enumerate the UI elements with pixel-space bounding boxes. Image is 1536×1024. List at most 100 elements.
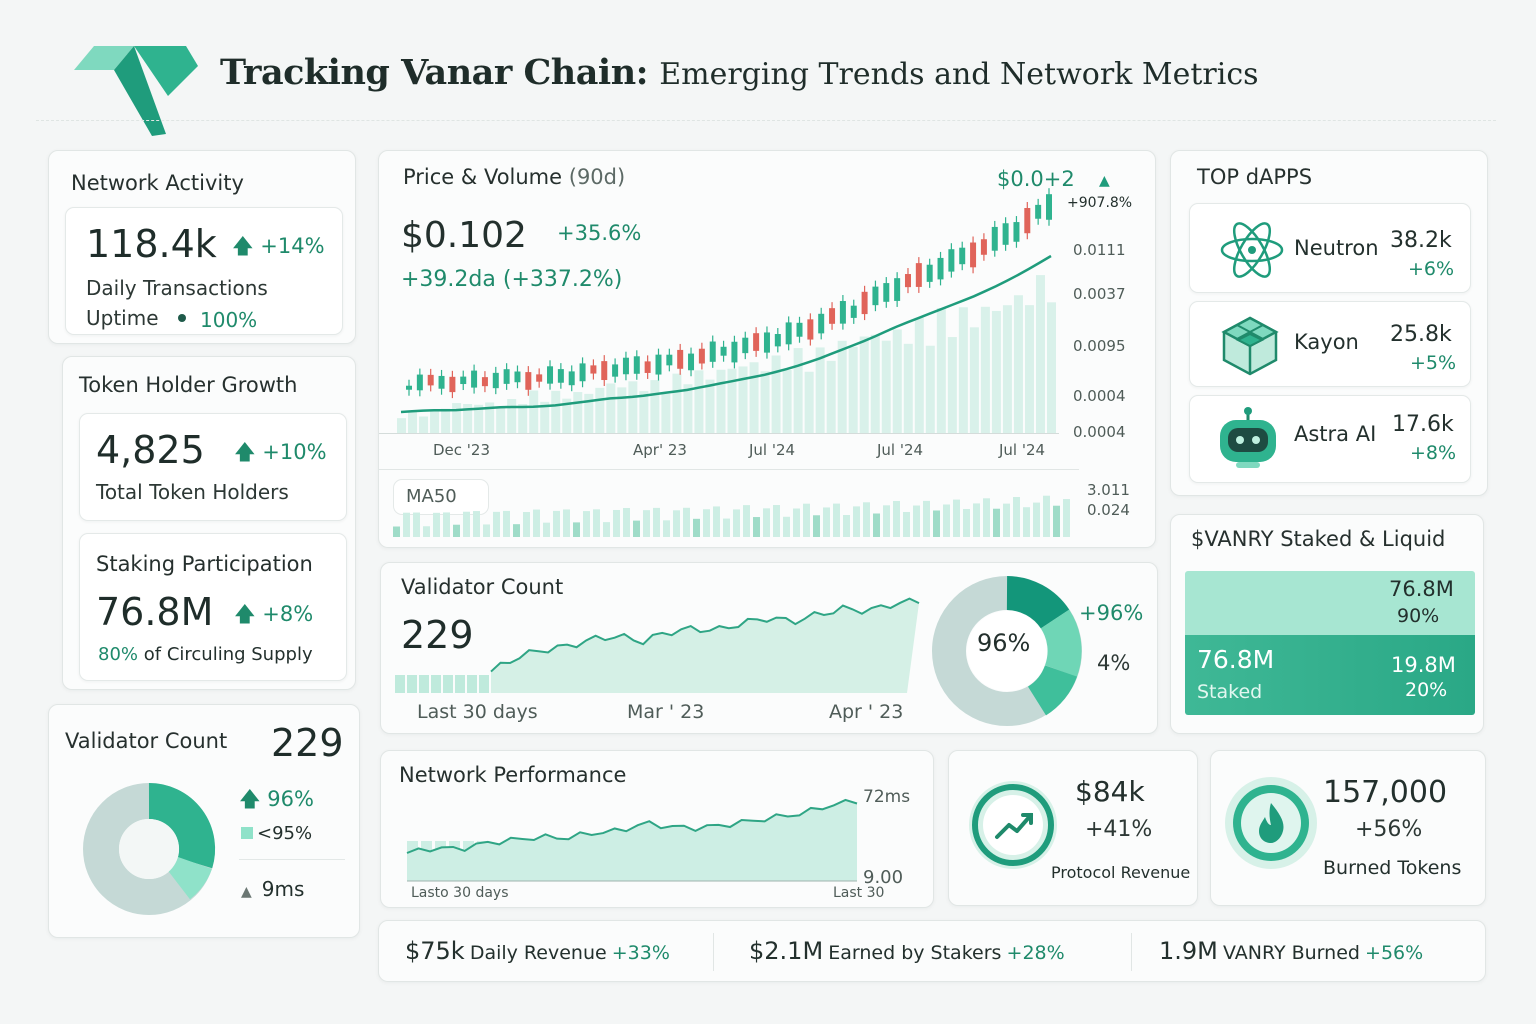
atom-icon — [1220, 222, 1284, 278]
status-dot-icon — [178, 314, 186, 322]
volume-bar — [397, 418, 406, 433]
validator-main-value: 229 — [401, 613, 474, 657]
footer-divider-1 — [713, 933, 714, 971]
volume-mini-bar — [493, 511, 500, 537]
flame-icon — [1225, 777, 1317, 869]
volume-mini-bar — [713, 506, 720, 537]
volume-bar — [914, 317, 924, 433]
candle — [720, 346, 727, 356]
footer-value-2: $2.1M — [749, 937, 824, 965]
volume-mini-bar — [913, 505, 920, 537]
liquid-bar — [1185, 571, 1475, 637]
dapp-item-kayon[interactable]: Kayon 25.8k +5% — [1189, 301, 1471, 387]
volume-mini-bar — [1033, 502, 1040, 537]
volume-mini-bar — [443, 512, 450, 537]
staked-bar — [1185, 635, 1475, 715]
volume-bar — [991, 310, 1001, 433]
volume-mini-bar — [1003, 503, 1010, 537]
candle — [894, 278, 901, 301]
staked-top-value: 76.8M — [1389, 577, 1454, 601]
price-period: (90d) — [568, 165, 626, 189]
volume-bar — [485, 402, 495, 433]
volume-mini-bar — [623, 507, 630, 537]
burned-change: +56% — [1355, 817, 1423, 842]
arrow-up-icon: 🡅 — [234, 440, 256, 464]
volume-mini-bar — [983, 498, 990, 537]
footer-strip: $75k Daily Revenue +33% $2.1M Earned by … — [378, 920, 1486, 982]
candle — [655, 354, 662, 375]
candle — [839, 301, 846, 324]
staking-value: 76.8M — [96, 590, 214, 634]
cube-icon — [1221, 316, 1279, 376]
daily-transactions-value: 118.4k — [86, 222, 217, 266]
validator-legend-1: 96% — [267, 787, 314, 811]
liquid-pct: 20% — [1405, 679, 1448, 701]
volume-mini-bar — [743, 505, 750, 537]
perf-x-1: Lasto 30 days — [411, 885, 509, 901]
volume-bar — [859, 336, 869, 433]
header-divider — [36, 120, 1496, 121]
volume-mini-bar — [643, 510, 650, 537]
volume-mini-bar — [683, 507, 690, 537]
candle — [590, 365, 597, 374]
candle — [742, 337, 749, 354]
candle — [438, 375, 445, 389]
performance-area-chart — [406, 798, 858, 882]
volume-bar — [408, 411, 418, 433]
candle — [1024, 208, 1031, 234]
candle — [991, 226, 998, 251]
dapp-item-astra[interactable]: Astra AI 17.6k +8% — [1189, 395, 1471, 483]
burned-tokens-card: 157,000 +56% Burned Tokens — [1210, 750, 1486, 906]
volume-mini-bar — [843, 515, 850, 537]
candle — [937, 257, 944, 280]
volume-mini-bar — [633, 520, 640, 537]
volume-bar — [1047, 302, 1056, 433]
candle — [731, 341, 738, 363]
price-title: Price & Volume — [403, 165, 563, 189]
y-tick-1: 0.0111 — [1073, 241, 1126, 259]
dapp-item-neutron[interactable]: Neutron 38.2k +6% — [1189, 203, 1471, 293]
perf-top-label: 72ms — [863, 787, 911, 807]
volume-bar — [1035, 275, 1045, 433]
candle — [948, 249, 955, 272]
volume-bar — [848, 346, 858, 433]
validator-main-card: Validator Count 229 Last 30 days Mar ' 2… — [380, 562, 1158, 734]
volume-bar — [639, 391, 649, 433]
token-holders-change: +10% — [262, 440, 327, 464]
network-performance-card: Network Performance 72ms 9.00 Lasto 30 d… — [380, 750, 934, 908]
volume-mini-bar — [1063, 499, 1070, 537]
volume-mini-bar — [1013, 496, 1020, 537]
volume-bars — [393, 495, 1070, 537]
footer-change-2: +28% — [1006, 942, 1065, 964]
volume-bar — [507, 399, 517, 433]
footer-label-1: Daily Revenue — [469, 942, 607, 964]
volume-mini-bar — [823, 507, 830, 537]
candle — [416, 374, 423, 391]
donut-center: 96% — [977, 629, 1031, 657]
volume-bar — [441, 408, 451, 433]
candle — [579, 363, 586, 382]
volume-bar — [672, 373, 682, 433]
val-x-3: Apr ' 23 — [829, 701, 904, 723]
volume-mini-bar — [973, 503, 980, 537]
candle — [677, 349, 684, 369]
volume-bar — [694, 370, 704, 433]
volume-mini-bar — [883, 505, 890, 537]
y-tick-5: 0.0004 — [1073, 423, 1126, 441]
volume-mini-bar — [403, 512, 410, 537]
candle — [449, 376, 456, 393]
volume-mini-bar — [1043, 495, 1050, 537]
candle — [427, 374, 434, 386]
donut-label-2: 4% — [1097, 651, 1131, 675]
volume-bar — [1013, 295, 1023, 433]
volume-bar — [826, 360, 836, 433]
candle — [829, 308, 836, 324]
validator-area — [491, 598, 919, 693]
volume-mini-bar — [413, 512, 420, 537]
volume-mini-bar — [993, 508, 1000, 537]
volume-bar — [881, 340, 891, 433]
price-value: $0.102 — [401, 215, 527, 256]
val-x-2: Mar ' 23 — [627, 701, 705, 723]
price-volume-card: Price & Volume (90d) $0.102 +35.6% +39.2… — [378, 150, 1156, 548]
perf-x-2: Last 30 — [833, 885, 885, 901]
